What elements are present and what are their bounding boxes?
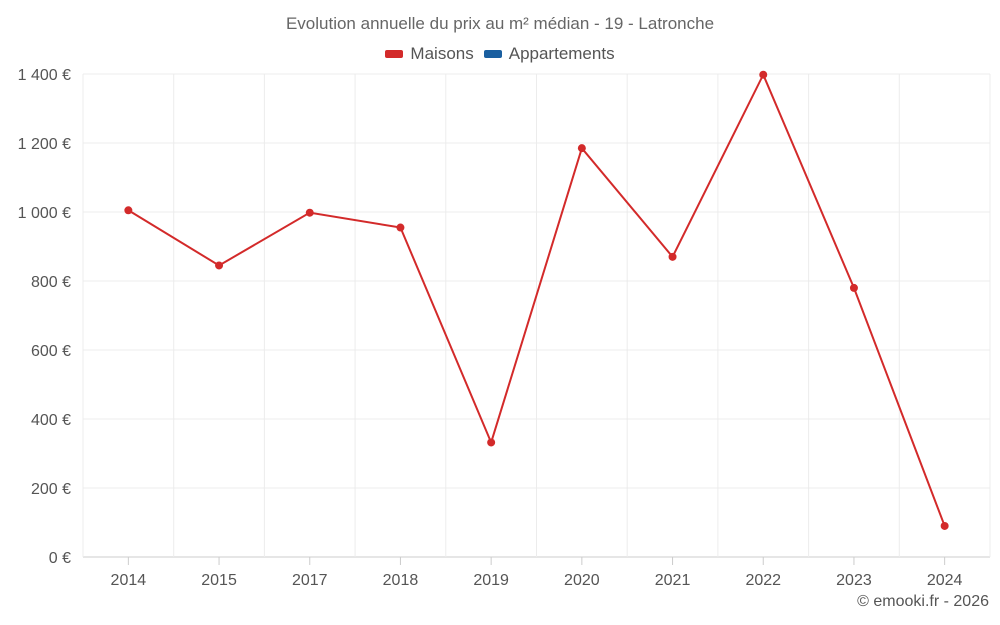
chart-title: Evolution annuelle du prix au m² médian … [285, 14, 715, 33]
y-tick-label: 1 000 € [18, 205, 71, 222]
credit-text: © emooki.fr - 2026 [857, 593, 989, 610]
data-point [487, 438, 496, 447]
legend-item-appartements[interactable]: Appartements [483, 44, 615, 64]
data-point [396, 223, 405, 232]
y-tick-label: 600 € [31, 343, 71, 360]
data-point [668, 252, 677, 261]
y-tick-label: 800 € [31, 274, 71, 291]
chart-legend: Maisons Appartements [0, 44, 1000, 64]
x-tick-label: 2022 [745, 572, 781, 589]
y-tick-label: 0 € [49, 550, 71, 567]
series-line [127, 72, 946, 527]
y-tick-label: 400 € [31, 412, 71, 429]
x-tick-label: 2020 [564, 572, 600, 589]
x-tick-label: 2021 [655, 572, 691, 589]
x-tick-label: 2014 [111, 572, 147, 589]
data-point [124, 206, 133, 215]
legend-swatch-appartements [483, 50, 502, 58]
y-tick-label: 200 € [31, 481, 71, 498]
data-point [305, 208, 314, 217]
legend-label-appartements: Appartements [508, 44, 615, 63]
legend-label-maisons: Maisons [410, 44, 474, 63]
data-point [215, 261, 224, 270]
y-tick-label: 1 400 € [18, 67, 71, 84]
x-tick-label: 2023 [836, 572, 872, 589]
y-tick-label: 1 200 € [18, 136, 71, 153]
legend-item-maisons[interactable]: Maisons [385, 44, 474, 64]
x-tick-label: 2024 [927, 572, 963, 589]
x-tick-label: 2018 [383, 572, 419, 589]
x-tick-label: 2015 [201, 572, 237, 589]
data-point [577, 144, 586, 153]
x-tick-label: 2019 [473, 572, 509, 589]
x-tick-label: 2017 [292, 572, 328, 589]
data-point [940, 521, 949, 530]
data-point [759, 70, 768, 79]
data-point [849, 283, 858, 292]
legend-swatch-maisons [385, 50, 404, 58]
